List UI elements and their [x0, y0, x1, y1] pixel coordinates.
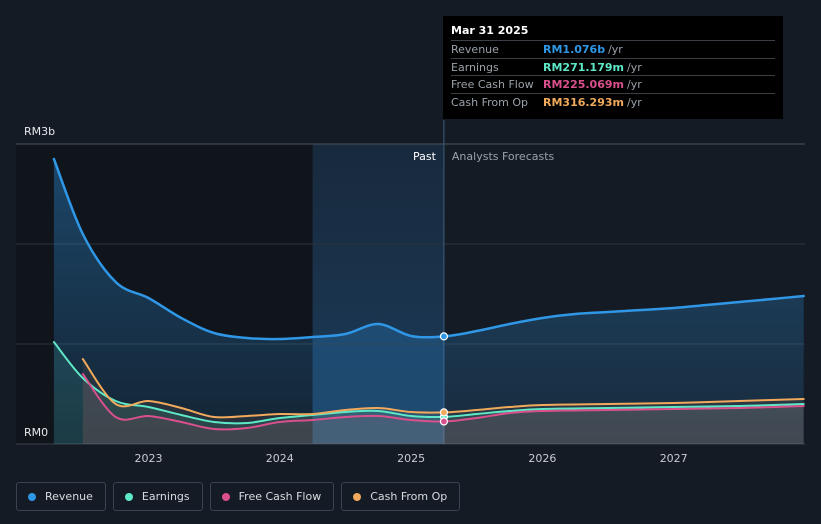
- series-line-free-cash-flow: [81, 373, 805, 431]
- area-free-cash-flow: [82, 374, 804, 444]
- tooltip-row-value: RM271.179m: [543, 60, 624, 74]
- tooltip-row-label: Free Cash Flow: [451, 78, 534, 91]
- legend-dot-icon: [124, 492, 133, 501]
- tooltip-row-unit: /yr: [608, 43, 623, 56]
- marker-cash-from-op: [439, 408, 449, 417]
- legend-item-cash-from-op[interactable]: Cash From Op: [341, 482, 461, 511]
- legend-label: Revenue: [45, 490, 93, 503]
- legend-dot-icon: [353, 492, 362, 501]
- legend-label: Earnings: [141, 490, 190, 503]
- x-tick-label: 2024: [266, 452, 294, 465]
- tooltip-panel: Mar 31 2025 Revenue RM1.076b /yr Earning…: [443, 16, 783, 119]
- y-axis-bottom-label: RM0: [24, 426, 48, 439]
- x-tick-label: 2026: [528, 452, 556, 465]
- past-label: Past: [413, 150, 437, 163]
- x-tick-label: 2023: [134, 452, 162, 465]
- area-revenue: [53, 159, 804, 444]
- tooltip-row-label: Earnings: [451, 60, 499, 74]
- legend-dot-icon: [221, 492, 230, 501]
- tooltip-row-label: Cash From Op: [451, 95, 529, 109]
- legend-label: Free Cash Flow: [238, 490, 322, 503]
- series-line-earnings: [52, 341, 805, 425]
- legend-item-free-cash-flow[interactable]: Free Cash Flow: [209, 482, 335, 511]
- legend-item-earnings[interactable]: Earnings: [112, 482, 203, 511]
- tooltip-row-free-cash-flow: Free Cash Flow RM225.069m /yr: [451, 75, 775, 93]
- series-line-cash-from-op: [81, 358, 805, 419]
- tooltip-row-unit: /yr: [626, 78, 642, 91]
- marker-revenue: [439, 332, 449, 341]
- tooltip-row-revenue: Revenue RM1.076b /yr: [451, 40, 775, 58]
- tooltip-row-cash-from-op: Cash From Op RM316.293m /yr: [451, 92, 775, 111]
- chart-legend: Revenue Earnings Free Cash Flow Cash Fro…: [16, 482, 461, 511]
- tooltip-row-value: RM1.076b: [543, 43, 606, 56]
- tooltip-row-unit: /yr: [626, 95, 642, 109]
- tooltip-row-label: Revenue: [451, 43, 499, 56]
- forecast-label: Analysts Forecasts: [452, 150, 555, 163]
- y-axis-top-label: RM3b: [24, 125, 55, 138]
- marker-free-cash-flow: [439, 417, 449, 426]
- x-tick-label: 2027: [660, 452, 688, 465]
- tooltip-date: Mar 31 2025: [451, 24, 529, 37]
- legend-dot-icon: [28, 492, 36, 501]
- series-line-revenue: [52, 157, 805, 341]
- area-earnings: [53, 342, 804, 444]
- x-tick-label: 2025: [397, 452, 425, 465]
- tooltip-row-earnings: Earnings RM271.179m /yr: [451, 57, 775, 76]
- legend-label: Cash From Op: [370, 490, 448, 503]
- legend-item-revenue[interactable]: Revenue: [16, 482, 106, 511]
- tooltip-row-unit: /yr: [626, 60, 642, 74]
- tooltip-row-value: RM316.293m: [543, 95, 624, 109]
- tooltip-row-value: RM225.069m: [543, 78, 624, 91]
- area-cash-from-op: [82, 359, 804, 444]
